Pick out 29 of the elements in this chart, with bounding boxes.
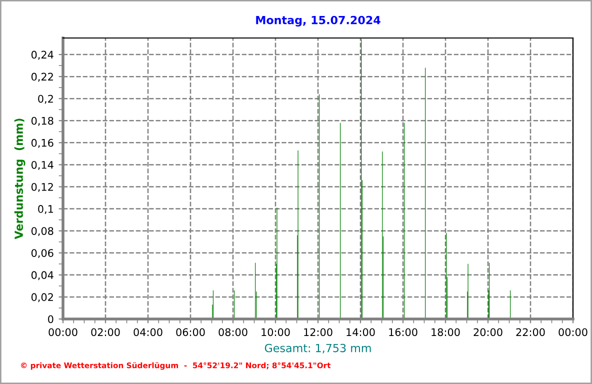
- x-tick-label: 00:00: [48, 328, 78, 336]
- x-tick-label: 18:00: [432, 328, 460, 336]
- y-tick-label: 0,08: [31, 227, 54, 236]
- x-tick-label: 04:00: [134, 328, 162, 336]
- x-tick-label: 22:00: [516, 328, 545, 336]
- y-tick-label: 0,02: [31, 293, 53, 302]
- x-tick-label: 02:00: [91, 328, 120, 336]
- y-tick-label: 0,04: [31, 271, 54, 280]
- text: Gesamt: 1,753 mm: [264, 344, 371, 354]
- y-tick-label: 0: [48, 315, 54, 324]
- y-tick-label: 0,06: [31, 249, 54, 258]
- x-tick-label: 12:00: [304, 328, 332, 336]
- x-tick-label: 00:00: [558, 328, 588, 336]
- x-tick-label: 06:00: [176, 328, 205, 336]
- chart-title: Montag, 15.07.2024: [256, 16, 380, 27]
- x-tick-label: 14:00: [346, 328, 375, 336]
- y-tick-label: 0,22: [31, 72, 53, 82]
- y-tick-label: 0,18: [31, 116, 54, 126]
- y-tick-label: 0,16: [31, 138, 54, 148]
- x-tick-label: 16:00: [389, 328, 418, 336]
- x-tick-label: 10:00: [262, 328, 290, 336]
- y-axis-title: Verdunstung (mm): [14, 118, 26, 240]
- y-tick-label: 0,2: [38, 94, 53, 104]
- y-tick-label: 0,1: [38, 205, 54, 214]
- y-tick-label: 0,12: [31, 182, 53, 192]
- y-tick-label: 0,14: [31, 160, 54, 170]
- x-tick-label: 20:00: [474, 328, 502, 336]
- y-tick-label: 0,24: [31, 50, 54, 60]
- x-tick-label: 08:00: [218, 328, 248, 336]
